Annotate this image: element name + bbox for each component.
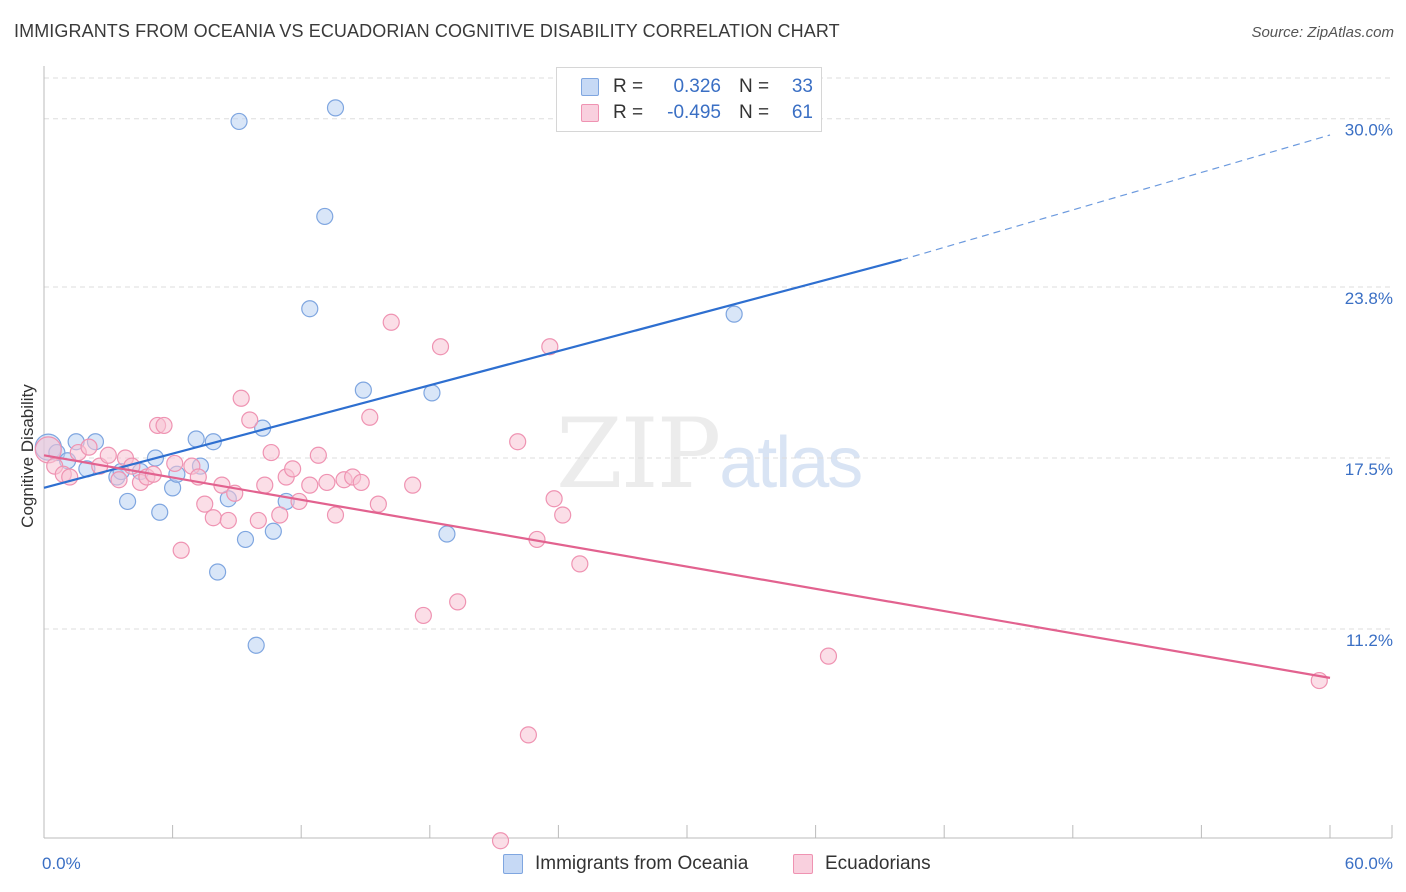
oceania-point: [438, 525, 456, 543]
legend-n-label: N =: [739, 76, 770, 97]
legend-n-label: N =: [739, 102, 770, 123]
ecuadorian-point: [256, 476, 274, 494]
legend-row-oceania: R = 0.326 N = 33: [581, 75, 813, 99]
ecuadorian-point: [309, 446, 327, 464]
series-legend-label: Ecuadorians: [825, 853, 931, 874]
oceania-point: [247, 636, 265, 654]
legend-n-value: 61: [791, 102, 813, 123]
ecuadorian-point: [241, 411, 259, 429]
legend-row-ecuadorians: R = -0.495 N = 61: [581, 101, 813, 125]
ecuadorian-point: [80, 438, 98, 456]
ecuadorian-point: [541, 338, 559, 356]
ecuadorian-point: [414, 606, 432, 625]
ecuadorian-point: [110, 471, 128, 489]
ecuadorian-point: [491, 832, 510, 850]
ecuadorian-point: [271, 506, 289, 524]
x-tick-label: 60.0%: [1345, 854, 1393, 873]
oceania-point: [326, 99, 345, 117]
oceania-point: [725, 305, 743, 323]
oceania-point: [264, 522, 282, 540]
oceania-point: [236, 530, 255, 549]
ecuadorian-point: [262, 443, 280, 462]
legend-swatch-pink: [581, 104, 599, 122]
ecuadorian-point: [352, 473, 370, 492]
series-legend-label: Immigrants from Oceania: [535, 853, 749, 874]
y-tick-label: 30.0%: [1345, 121, 1393, 140]
chart-title: IMMIGRANTS FROM OCEANIA VS ECUADORIAN CO…: [14, 21, 840, 41]
ecuadorian-point: [326, 506, 345, 524]
oceania-point: [316, 207, 334, 226]
watermark: ZIPatlas: [556, 398, 863, 510]
ecuadorian-point: [404, 476, 422, 494]
oceania-point: [209, 563, 227, 581]
y-tick-label: 17.5%: [1345, 460, 1393, 479]
ecuadorian-point: [318, 473, 336, 492]
legend-r-label: R =: [613, 102, 644, 123]
series-swatch-pink: [793, 854, 813, 874]
ecuadorian-point: [571, 555, 589, 573]
ecuadorian-point: [819, 647, 838, 665]
oceania-point: [230, 112, 248, 131]
legend-swatch-blue: [581, 78, 599, 96]
oceania-point: [354, 381, 372, 399]
oceania-trend-line: [43, 258, 902, 489]
ecuadorian-point: [155, 416, 173, 435]
legend-n-value: 33: [791, 76, 813, 97]
ecuadorian-point: [519, 726, 537, 744]
series-legend-oceania: Immigrants from Oceania: [503, 852, 748, 876]
watermark-zip: ZIP: [556, 398, 721, 510]
ecuadorian-point: [361, 408, 379, 426]
ecuadorian-trend-line: [43, 454, 1331, 679]
ecuadorian-point: [204, 509, 222, 527]
ecuadorian-point: [509, 433, 527, 451]
oceania-point: [151, 503, 169, 521]
y-tick-label: 11.2%: [1346, 631, 1393, 650]
ecuadorian-point: [249, 511, 267, 530]
ecuadorian-point: [284, 460, 302, 478]
x-tick-label: 0.0%: [42, 854, 81, 873]
ecuadorian-point: [301, 476, 319, 494]
y-tick-label: 23.8%: [1345, 289, 1393, 308]
oceania-point: [118, 492, 137, 511]
watermark-atlas: atlas: [719, 423, 863, 503]
source-label: Source: ZipAtlas.com: [1251, 24, 1394, 41]
ecuadorian-point: [382, 313, 400, 331]
ecuadorian-point: [196, 495, 214, 513]
ecuadorian-point: [369, 495, 387, 513]
correlation-legend: R = 0.326 N = 33 R = -0.495 N = 61: [556, 67, 822, 132]
ecuadorian-point: [431, 338, 450, 356]
ecuadorian-point: [219, 511, 237, 530]
ecuadorian-point: [166, 454, 184, 473]
ecuadorian-point: [449, 593, 467, 611]
ecuadorian-point: [172, 541, 190, 559]
ecuadorian-point: [545, 490, 563, 508]
legend-r-label: R =: [613, 76, 644, 97]
series-swatch-blue: [503, 854, 523, 874]
ecuadorian-point: [554, 506, 572, 524]
series-legend-ecuadorians: Ecuadorians: [793, 852, 931, 876]
oceania-point: [187, 430, 205, 448]
ecuadorian-point: [99, 446, 117, 464]
legend-r-value: 0.326: [673, 76, 721, 97]
ecuadorian-point: [232, 389, 250, 407]
legend-r-value: -0.495: [667, 102, 721, 123]
oceania-point: [301, 300, 319, 318]
oceania-trend-extension: [901, 134, 1331, 261]
